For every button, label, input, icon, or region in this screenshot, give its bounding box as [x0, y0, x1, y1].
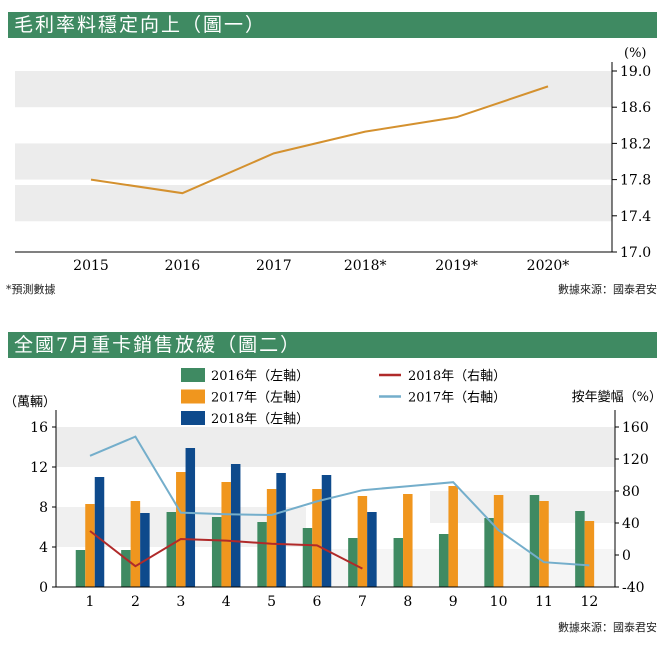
left-tick-label: 8	[39, 500, 48, 516]
bar-2017-m8	[403, 494, 413, 587]
bar-2016-m12	[575, 511, 585, 587]
x-tick-label: 9	[449, 594, 458, 610]
x-tick-label: 2020*	[527, 258, 570, 274]
bar-2016-m11	[529, 495, 540, 587]
y-tick-label: 19.0	[620, 64, 651, 80]
bar-2017-m7	[357, 496, 368, 587]
x-tick-label: 12	[580, 594, 598, 610]
bar-2016-m9	[438, 534, 449, 587]
bar-2017-m5	[266, 489, 277, 587]
bar-2018-m2	[140, 513, 150, 587]
legend-swatch	[181, 368, 205, 382]
left-tick-label: 0	[39, 580, 48, 596]
bar-2017-m6	[312, 489, 322, 587]
bar-2016-m8	[393, 538, 404, 587]
grid-band	[15, 71, 612, 108]
x-tick-label: 5	[267, 594, 276, 610]
y-tick-label: 17.8	[620, 173, 651, 189]
bar-2017-m1	[85, 504, 95, 587]
right-tick-label: 0	[622, 548, 631, 564]
right-tick-label: -40	[622, 580, 645, 596]
chart1-title: 毛利率料穩定向上（圖一）	[8, 12, 657, 38]
left-tick-label: 4	[39, 540, 48, 556]
x-tick-label: 2019*	[435, 258, 478, 274]
chart2-source: 數據來源：國泰君安	[558, 621, 657, 634]
bar-2017-m3	[176, 472, 186, 587]
line-2017	[89, 435, 590, 567]
left-tick-label: 12	[30, 460, 48, 476]
y-tick-label: 17.4	[620, 209, 651, 225]
x-tick-label: 3	[176, 594, 185, 610]
legend-label: 2018年（左軸）	[211, 412, 309, 427]
right-tick-label: 160	[622, 420, 649, 436]
x-tick-label: 2015	[73, 258, 109, 274]
y-tick-label: 18.2	[620, 136, 651, 152]
legend-label: 2017年（右軸）	[408, 391, 506, 406]
x-tick-label: 2018*	[344, 258, 387, 274]
grid-band	[56, 427, 615, 467]
line-2018	[89, 530, 363, 570]
bar-2018-m7	[367, 512, 377, 587]
right-tick-label: 80	[622, 484, 640, 500]
x-tick-label: 8	[403, 594, 412, 610]
bar-2016-m4	[211, 517, 222, 587]
x-tick-label: 11	[535, 594, 553, 610]
left-tick-label: 16	[30, 420, 48, 436]
bar-2016-m5	[257, 522, 267, 587]
x-tick-label: 2016	[165, 258, 201, 274]
x-tick-label: 1	[86, 594, 95, 610]
x-tick-label: 7	[358, 594, 367, 610]
bar-2016-m6	[302, 528, 313, 587]
chart2-title: 全國7月重卡銷售放緩（圖二）	[8, 332, 657, 358]
right-tick-label: 40	[622, 516, 640, 532]
legend-swatch	[181, 411, 205, 425]
bar-2018-m5	[276, 473, 286, 587]
bar-2017-m9	[448, 486, 458, 587]
bar-2017-m2	[130, 501, 141, 587]
footnote: *預測數據	[6, 283, 56, 296]
bar-2018-m3	[185, 448, 196, 587]
right-axis-label: 按年變幅（%）	[572, 389, 662, 405]
bar-2016-m3	[166, 512, 177, 587]
bar-2016-m7	[348, 538, 358, 587]
legend-label: 2017年（左軸）	[211, 391, 309, 406]
left-axis-label: （萬輛）	[4, 395, 56, 410]
bar-2016-m10	[484, 518, 494, 587]
y-tick-label: 18.6	[620, 100, 651, 116]
grid-band	[15, 143, 612, 180]
x-tick-label: 6	[313, 594, 322, 610]
bar-2017-m4	[221, 482, 231, 587]
legend-label: 2016年（左軸）	[211, 369, 309, 384]
x-tick-label: 10	[490, 594, 508, 610]
bar-2018-m4	[230, 464, 241, 587]
bar-2016-m1	[75, 550, 86, 587]
x-tick-label: 4	[222, 594, 231, 610]
series-line-gross-margin	[90, 85, 549, 195]
legend-label: 2018年（右軸）	[408, 369, 506, 384]
bar-2018-m6	[321, 475, 332, 587]
bar-2017-m11	[539, 501, 549, 587]
bar-2017-m12	[584, 521, 595, 587]
y-tick-label: 17.0	[620, 245, 651, 261]
grid-band	[330, 549, 615, 587]
bar-2018-m1	[94, 477, 105, 587]
legend-swatch	[181, 389, 205, 404]
bar-2017-m10	[493, 495, 504, 587]
x-tick-label: 2017	[256, 258, 292, 274]
x-tick-label: 2	[131, 594, 140, 610]
bar-2016-m2	[121, 550, 131, 587]
grid-band	[15, 185, 612, 222]
chart1-source: 數據來源：國泰君安	[558, 283, 657, 296]
y-unit-label: (%)	[624, 46, 647, 61]
right-tick-label: 120	[622, 452, 649, 468]
